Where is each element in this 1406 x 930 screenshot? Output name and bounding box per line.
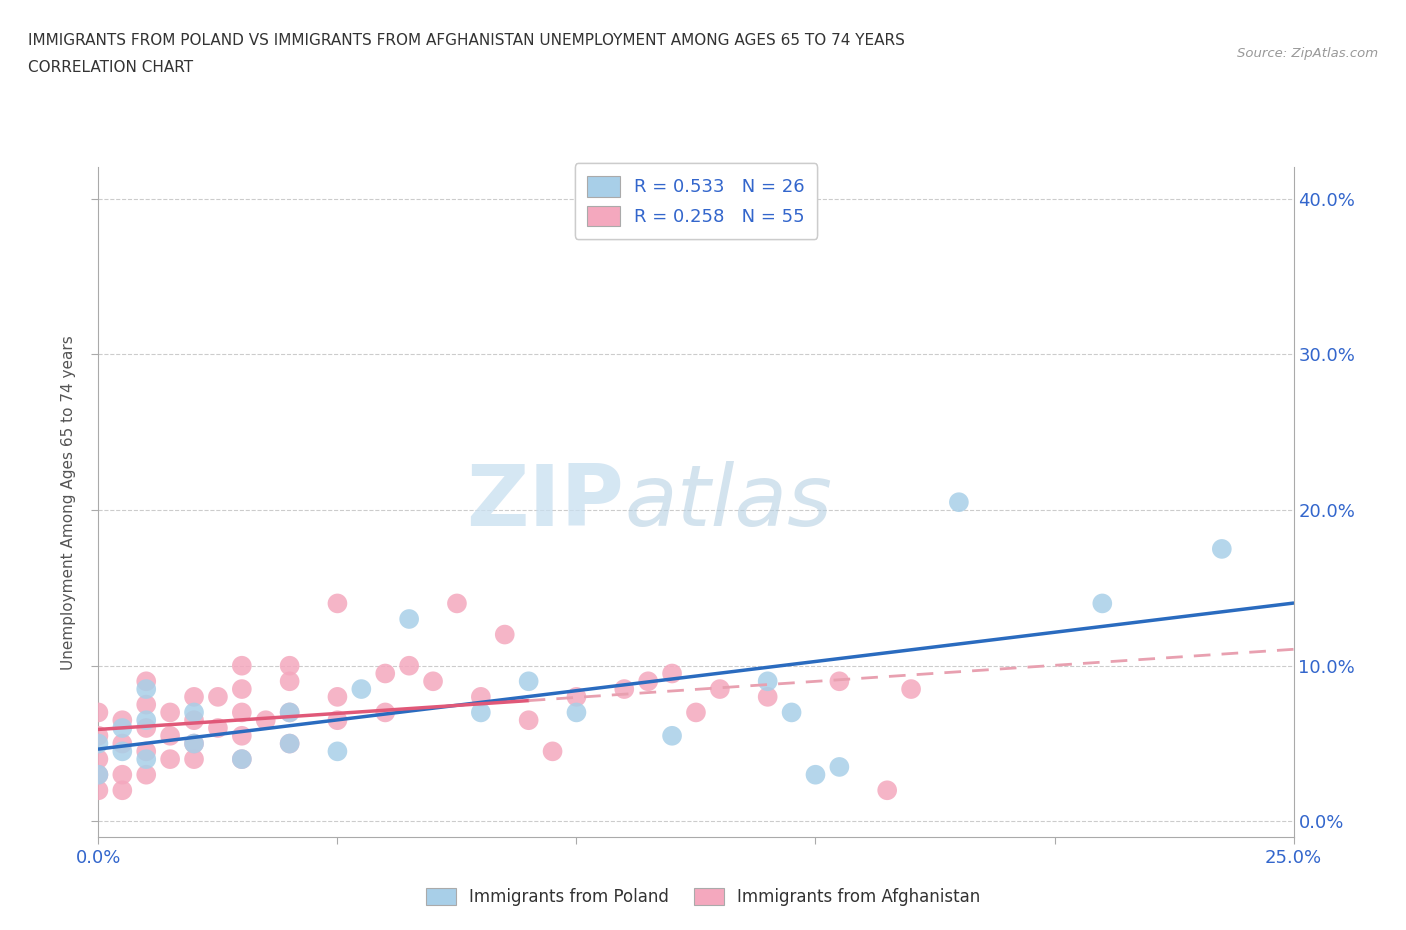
Point xyxy=(1211,541,1233,556)
Point xyxy=(326,712,349,727)
Point xyxy=(231,682,253,697)
Point xyxy=(613,682,636,697)
Point xyxy=(517,674,540,689)
Legend: R = 0.533   N = 26, R = 0.258   N = 55: R = 0.533 N = 26, R = 0.258 N = 55 xyxy=(575,163,817,239)
Text: IMMIGRANTS FROM POLAND VS IMMIGRANTS FROM AFGHANISTAN UNEMPLOYMENT AMONG AGES 65: IMMIGRANTS FROM POLAND VS IMMIGRANTS FRO… xyxy=(28,33,905,47)
Point xyxy=(183,705,205,720)
Point xyxy=(135,674,157,689)
Point xyxy=(876,783,898,798)
Point xyxy=(780,705,803,720)
Point xyxy=(565,689,588,704)
Point xyxy=(278,705,301,720)
Point xyxy=(661,728,683,743)
Point xyxy=(231,751,253,766)
Point xyxy=(183,737,205,751)
Point xyxy=(111,767,134,782)
Point xyxy=(183,689,205,704)
Point xyxy=(87,767,110,782)
Point xyxy=(135,744,157,759)
Point xyxy=(565,705,588,720)
Text: atlas: atlas xyxy=(624,460,832,544)
Point xyxy=(326,689,349,704)
Point xyxy=(637,674,659,689)
Point xyxy=(278,737,301,751)
Point xyxy=(87,767,110,782)
Point xyxy=(326,596,349,611)
Point xyxy=(207,721,229,736)
Text: Source: ZipAtlas.com: Source: ZipAtlas.com xyxy=(1237,46,1378,60)
Point xyxy=(183,712,205,727)
Y-axis label: Unemployment Among Ages 65 to 74 years: Unemployment Among Ages 65 to 74 years xyxy=(60,335,76,670)
Point xyxy=(135,751,157,766)
Point xyxy=(111,737,134,751)
Point xyxy=(804,767,827,782)
Point xyxy=(135,767,157,782)
Point xyxy=(159,728,181,743)
Point xyxy=(709,682,731,697)
Point xyxy=(159,705,181,720)
Point xyxy=(87,705,110,720)
Point xyxy=(111,744,134,759)
Point xyxy=(87,783,110,798)
Point xyxy=(470,705,492,720)
Point xyxy=(948,495,970,510)
Point xyxy=(231,728,253,743)
Point xyxy=(111,712,134,727)
Point xyxy=(183,737,205,751)
Point xyxy=(756,674,779,689)
Text: CORRELATION CHART: CORRELATION CHART xyxy=(28,60,193,75)
Point xyxy=(135,721,157,736)
Point xyxy=(374,705,396,720)
Point xyxy=(254,712,277,727)
Point xyxy=(398,658,420,673)
Point xyxy=(231,751,253,766)
Point xyxy=(446,596,468,611)
Point xyxy=(135,682,157,697)
Point xyxy=(231,705,253,720)
Point xyxy=(87,737,110,751)
Point xyxy=(111,721,134,736)
Point xyxy=(661,666,683,681)
Point xyxy=(183,751,205,766)
Point xyxy=(398,612,420,627)
Point xyxy=(541,744,564,759)
Point xyxy=(422,674,444,689)
Point xyxy=(685,705,707,720)
Point xyxy=(231,658,253,673)
Point xyxy=(756,689,779,704)
Point xyxy=(350,682,373,697)
Point xyxy=(494,627,516,642)
Point xyxy=(135,712,157,727)
Point xyxy=(1091,596,1114,611)
Point xyxy=(87,751,110,766)
Point xyxy=(87,728,110,743)
Point xyxy=(517,712,540,727)
Point xyxy=(111,783,134,798)
Point xyxy=(326,744,349,759)
Point xyxy=(135,698,157,712)
Point xyxy=(374,666,396,681)
Point xyxy=(470,689,492,704)
Point xyxy=(900,682,922,697)
Point xyxy=(828,674,851,689)
Point xyxy=(278,658,301,673)
Point xyxy=(278,737,301,751)
Point xyxy=(278,705,301,720)
Point xyxy=(207,689,229,704)
Point xyxy=(159,751,181,766)
Point xyxy=(828,760,851,775)
Legend: Immigrants from Poland, Immigrants from Afghanistan: Immigrants from Poland, Immigrants from … xyxy=(419,881,987,912)
Text: ZIP: ZIP xyxy=(467,460,624,544)
Point xyxy=(278,674,301,689)
